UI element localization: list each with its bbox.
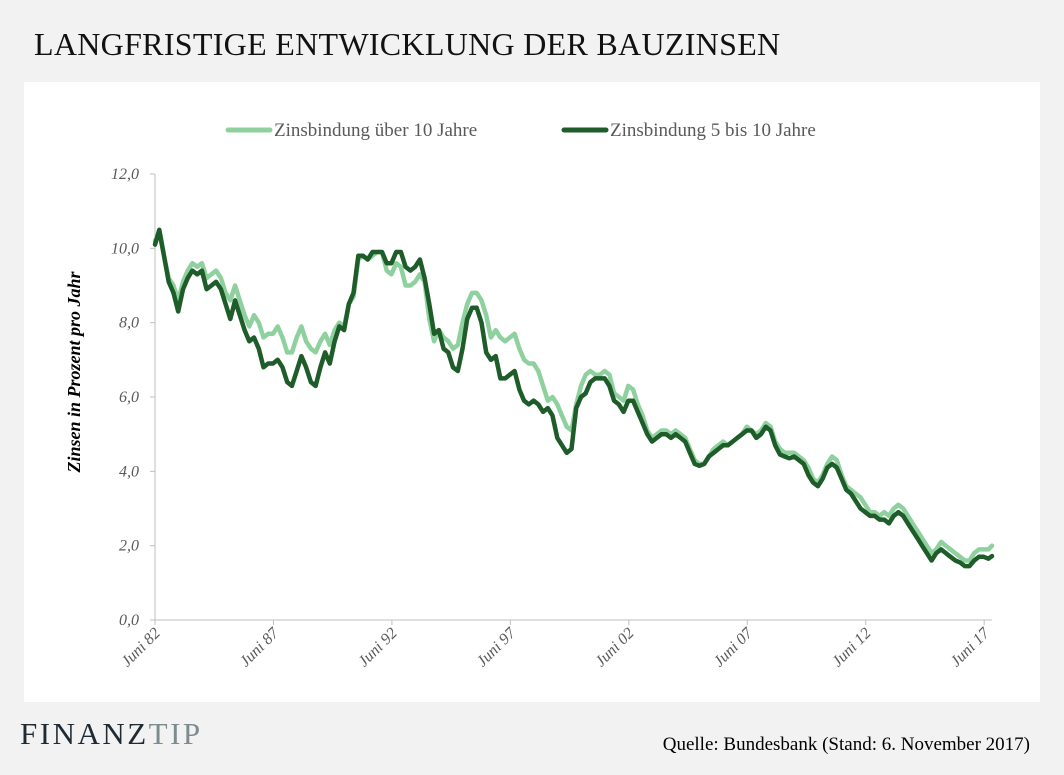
y-tick-label: 0,0: [119, 612, 139, 629]
brand-name-part1: FINANZ: [20, 716, 149, 751]
legend-label-2: Zinsbindung 5 bis 10 Jahre: [610, 120, 816, 141]
y-tick-label: 6,0: [119, 389, 139, 406]
y-tick-label: 8,0: [119, 315, 139, 332]
line-chart: Zinsbindung über 10 Jahre Zinsbindung 5 b…: [64, 120, 995, 671]
x-tick-label: Juni 17: [947, 624, 993, 670]
y-tick-label: 4,0: [119, 463, 139, 480]
legend-label-1: Zinsbindung über 10 Jahre: [274, 120, 477, 141]
series-line-2: [152, 227, 995, 569]
x-tick-label: Juni 07: [710, 624, 756, 670]
y-tick-label: 12,0: [111, 166, 139, 183]
x-tick-label: Juni 97: [474, 624, 520, 670]
x-tick-label: Juni 02: [592, 625, 638, 671]
page-title: LANGFRISTIGE ENTWICKLUNG DER BAUZINSEN: [34, 26, 781, 62]
y-axis-title: Zinsen in Prozent pro Jahr: [64, 270, 84, 473]
y-tick-label: 2,0: [119, 538, 139, 555]
x-axis: Juni 82 Juni 87 Juni 92 Juni 97 Juni 02 Juni …: [118, 619, 994, 671]
source-note: Quelle: Bundesbank (Stand: 6. November 2…: [662, 734, 1030, 755]
x-tick-label: Juni 87: [237, 624, 283, 670]
y-axis: 0,0 2,0 4,0 6,0 8,0 10,0 12,0: [111, 166, 156, 629]
chart-legend: Zinsbindung über 10 Jahre Zinsbindung 5 b…: [225, 120, 816, 141]
x-tick-label: Juni 82: [118, 625, 164, 671]
x-tick-label: Juni 92: [355, 625, 401, 671]
brand-name-part2: TIP: [148, 716, 203, 751]
y-tick-label: 10,0: [111, 240, 139, 257]
x-tick-label: Juni 12: [829, 625, 875, 671]
brand-logo: FINANZTIP: [20, 716, 203, 752]
chart-series: [152, 227, 995, 569]
chart-panel: Zinsbindung über 10 Jahre Zinsbindung 5 b…: [24, 82, 1040, 702]
